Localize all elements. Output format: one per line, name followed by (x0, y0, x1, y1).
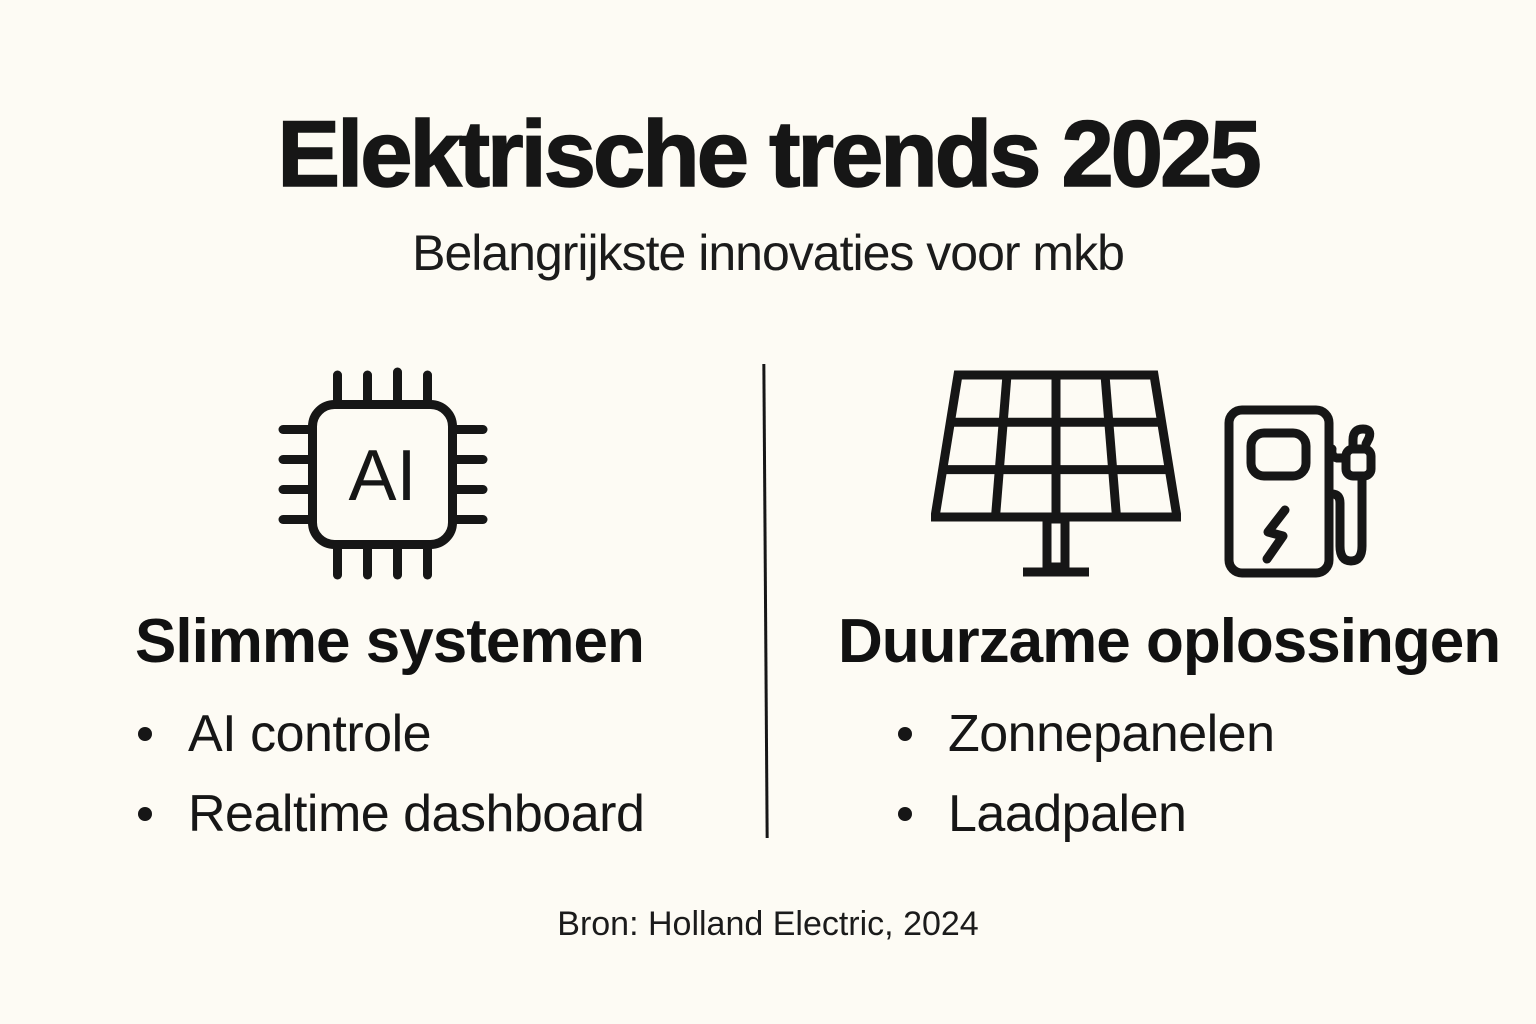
bullet-dot-icon (138, 807, 152, 821)
bullet-text: Laadpalen (948, 785, 1187, 843)
source-attribution: Bron: Holland Electric, 2024 (557, 905, 979, 943)
left-column-heading: Slimme systemen (135, 607, 645, 676)
bullet-dot-icon (138, 727, 152, 741)
ai-chip-icon: AI (278, 367, 487, 580)
bullet-text: AI controle (188, 705, 432, 763)
bullet-dot-icon (898, 807, 912, 821)
charging-cable (1324, 473, 1366, 566)
page-title: Elektrische trends 2025 (277, 100, 1263, 207)
bullet-dot-icon (898, 727, 912, 741)
right-icon-area (772, 352, 1536, 582)
solar-panel-icon (930, 370, 1181, 577)
list-item: Realtime dashboard (138, 774, 645, 854)
chip-ai-label: AI (348, 436, 416, 516)
right-bullet-list: Zonnepanelen Laadpalen (898, 694, 1275, 854)
column-divider (762, 363, 769, 839)
ev-charger-icon (1224, 405, 1375, 578)
page-subtitle: Belangrijkste innovaties voor mkb (412, 225, 1125, 281)
left-icon-area: AI (0, 352, 764, 582)
list-item: Laadpalen (898, 774, 1275, 854)
right-column-heading: Duurzame oplossingen (838, 607, 1501, 676)
bullet-text: Zonnepanelen (948, 705, 1275, 763)
left-bullet-list: AI controle Realtime dashboard (138, 694, 645, 854)
list-item: AI controle (138, 694, 644, 774)
charging-plug (1341, 444, 1375, 481)
bullet-text: Realtime dashboard (188, 785, 645, 843)
lightning-bolt-icon (1262, 505, 1289, 564)
list-item: Zonnepanelen (898, 694, 1275, 774)
